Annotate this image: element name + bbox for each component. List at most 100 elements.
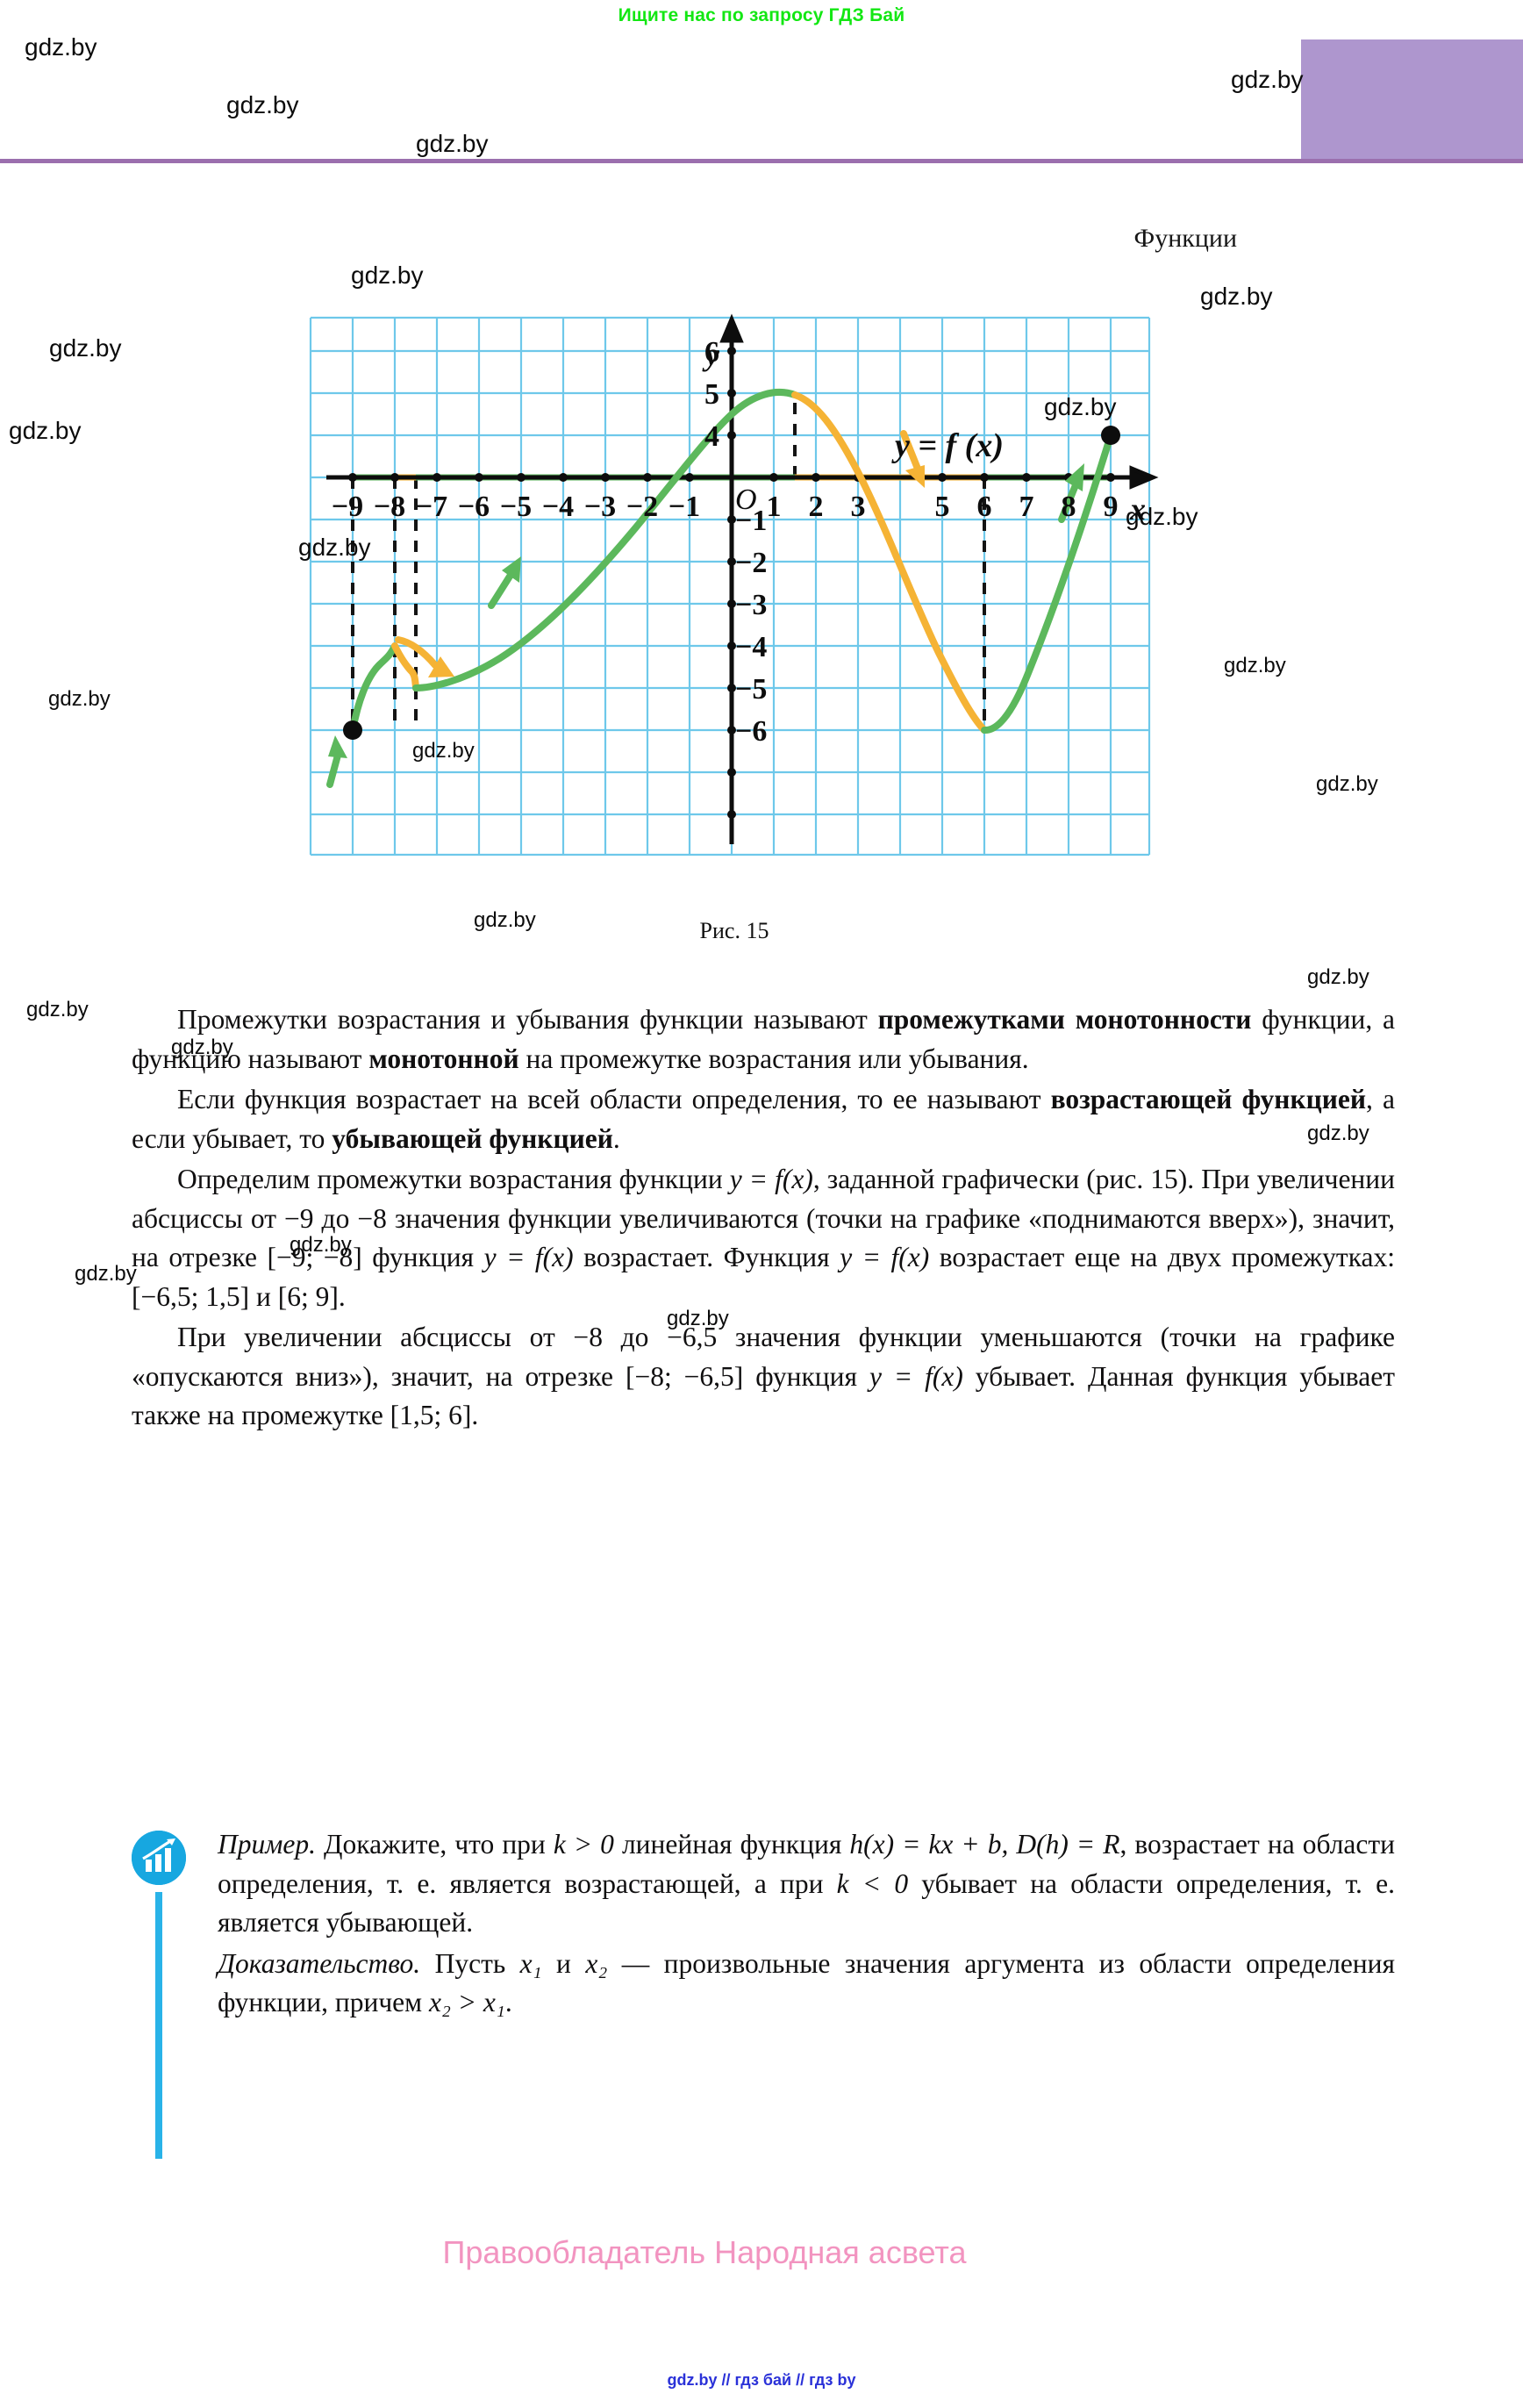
svg-text:−3: −3 bbox=[735, 589, 767, 621]
svg-text:−4: −4 bbox=[542, 491, 574, 523]
x-axis-name: x bbox=[1129, 491, 1146, 527]
ex1-math-2: h(x) = kx + b, D(h) = R bbox=[849, 1829, 1120, 1860]
promo-banner-text: Ищите нас по запросу ГДЗ Бай bbox=[618, 5, 905, 25]
svg-text:5: 5 bbox=[704, 378, 719, 411]
watermark: gdz.by bbox=[75, 1262, 137, 1286]
ex1-b: линейная функция bbox=[613, 1829, 850, 1860]
p1-d: на промежутке возрастания или убывания. bbox=[518, 1043, 1029, 1074]
watermark: gdz.by bbox=[49, 334, 122, 362]
svg-text:−6: −6 bbox=[735, 715, 767, 748]
ex1-math-3: k < 0 bbox=[836, 1867, 909, 1899]
arrow-up-green-2 bbox=[488, 556, 521, 609]
ex1-math-1: k > 0 bbox=[553, 1829, 614, 1860]
watermark: gdz.by bbox=[1200, 283, 1273, 310]
arrow-up-green-3 bbox=[1058, 463, 1084, 523]
svg-text:6: 6 bbox=[977, 491, 992, 523]
p4-a: При увеличении абсциссы от −8 до −6,5 зн… bbox=[132, 1322, 1395, 1392]
svg-text:−8: −8 bbox=[374, 491, 405, 523]
p1-bold-1: промежутками монотонности bbox=[877, 1004, 1252, 1035]
page-number: 93 bbox=[1325, 221, 1358, 254]
watermark: gdz.by bbox=[1307, 965, 1369, 989]
watermark: gdz.by bbox=[48, 687, 111, 711]
y-axis-tick-labels-below: −1 −2 −3 −4 −5 −6 bbox=[735, 505, 767, 748]
svg-text:9: 9 bbox=[1104, 491, 1119, 523]
curve-increasing-1 bbox=[349, 642, 398, 734]
header-page-band bbox=[1301, 39, 1523, 159]
svg-text:−6: −6 bbox=[458, 491, 490, 523]
x-axis-tick-labels: −9 −8 −7 −6 −5 −4 −3 −2 −1 1 2 3 5 6 7 8… bbox=[332, 491, 1119, 523]
example-side-rule bbox=[155, 1892, 162, 2159]
svg-text:2: 2 bbox=[809, 491, 824, 523]
bottom-links: gdz.by // гдз бай // гдз by bbox=[667, 2371, 856, 2389]
p2-a: Если функция возрастает на всей области … bbox=[177, 1084, 1051, 1114]
curve-equation-label: y = f (x) bbox=[891, 427, 1004, 464]
svg-text:−4: −4 bbox=[735, 631, 767, 663]
watermark: gdz.by bbox=[416, 130, 489, 157]
ex1-c: , возрастает на области определения, т. … bbox=[218, 1829, 1396, 1899]
p3-c: возрастает. Функция bbox=[573, 1242, 840, 1272]
curve-segments bbox=[349, 389, 1114, 734]
watermark: gdz.by bbox=[351, 262, 424, 289]
p2-bold-2: убывающей функцией bbox=[332, 1122, 613, 1154]
curve-endpoint-dots bbox=[343, 426, 1120, 740]
p3-b: , заданной графически (рис. 15). При уве… bbox=[132, 1164, 1395, 1272]
ex2-math-3: x₂ > x₁ bbox=[428, 1987, 505, 2017]
y-axis-tick-labels: 6 5 4 1 − −2 −3 −4 −5 −6 bbox=[704, 336, 719, 453]
example-paragraph-1: Пример. Докажите, что при k > 0 линейная… bbox=[218, 1825, 1395, 1943]
svg-text:7: 7 bbox=[1019, 491, 1034, 523]
p2-d: . bbox=[612, 1122, 620, 1154]
svg-text:−1: −1 bbox=[669, 491, 700, 523]
p4-b: убывает. Данная функция убывает также на… bbox=[132, 1360, 1395, 1431]
ex2-a: Пусть bbox=[420, 1947, 520, 1979]
y-axis-name: y bbox=[702, 337, 720, 372]
p2-bold-1: возрастающей функцией bbox=[1050, 1084, 1367, 1114]
paragraph-4: При увеличении абсциссы от −8 до −6,5 зн… bbox=[132, 1318, 1395, 1436]
ex2-math-2: x₂ bbox=[585, 1947, 608, 1979]
arrow-down-orange-2 bbox=[900, 430, 925, 488]
p3-a: Определим промежутки возрастания функции bbox=[177, 1164, 730, 1194]
p4-math-1: y = f(x) bbox=[869, 1360, 963, 1392]
ex1-a: Докажите, что при bbox=[315, 1829, 554, 1860]
curve-increasing-3 bbox=[981, 432, 1114, 734]
p1-a: Промежутки возрастания и убывания функци… bbox=[177, 1004, 878, 1035]
ex2-d: . bbox=[504, 1987, 512, 2017]
svg-text:−1: −1 bbox=[735, 505, 767, 537]
watermark: gdz.by bbox=[26, 998, 89, 1021]
direction-arrows bbox=[326, 430, 1084, 788]
curve-increasing-2 bbox=[412, 389, 798, 692]
example-label-primer: Пример. bbox=[218, 1829, 316, 1860]
watermark: gdz.by bbox=[25, 33, 97, 61]
example-label-dokazatelstvo: Доказательство. bbox=[218, 1947, 421, 1979]
svg-text:8: 8 bbox=[1062, 491, 1076, 523]
svg-text:−2: −2 bbox=[735, 547, 767, 579]
svg-text:3: 3 bbox=[851, 491, 866, 523]
curve-decreasing-1 bbox=[391, 642, 419, 692]
growing-bar-chart-icon-svg bbox=[132, 1831, 186, 1885]
svg-text:4: 4 bbox=[704, 420, 719, 453]
paragraph-2: Если функция возрастает на всей области … bbox=[132, 1080, 1395, 1158]
figure-graph: y = f (x) −9 −8 −7 −6 −5 −4 −3 −2 −1 1 2… bbox=[309, 309, 1160, 871]
arrow-down-orange-1 bbox=[395, 636, 454, 677]
svg-text:−9: −9 bbox=[332, 491, 363, 523]
p3-math-3: y = f(x) bbox=[840, 1242, 930, 1272]
example-text: Пример. Докажите, что при k > 0 линейная… bbox=[218, 1825, 1395, 2023]
svg-text:−2: −2 bbox=[626, 491, 658, 523]
arrow-up-green-1 bbox=[326, 735, 347, 788]
axis-tick-marks bbox=[348, 347, 1115, 819]
header-divider-rule bbox=[0, 159, 1523, 163]
svg-text:−5: −5 bbox=[500, 491, 532, 523]
p3-math-1: y = f(x) bbox=[729, 1164, 813, 1194]
figure-caption: Рис. 15 bbox=[699, 918, 769, 943]
paragraph-1: Промежутки возрастания и убывания функци… bbox=[132, 1000, 1395, 1079]
copyright-notice: Правообладатель Народная асвета bbox=[442, 2234, 967, 2270]
ex2-b: и bbox=[541, 1947, 586, 1979]
watermark: gdz.by bbox=[1231, 66, 1304, 93]
watermark: gdz.by bbox=[1224, 654, 1286, 677]
svg-text:6: 6 bbox=[704, 336, 719, 369]
ex1-d: убывает на области определения, т. е. яв… bbox=[218, 1867, 1395, 1939]
function-graph-svg: y = f (x) −9 −8 −7 −6 −5 −4 −3 −2 −1 1 2… bbox=[309, 313, 1159, 856]
svg-text:−5: −5 bbox=[735, 673, 767, 706]
ex2-math-1: x₁ bbox=[519, 1947, 542, 1979]
paragraph-3: Определим промежутки возрастания функции… bbox=[132, 1160, 1395, 1316]
watermark: gdz.by bbox=[1316, 772, 1378, 796]
